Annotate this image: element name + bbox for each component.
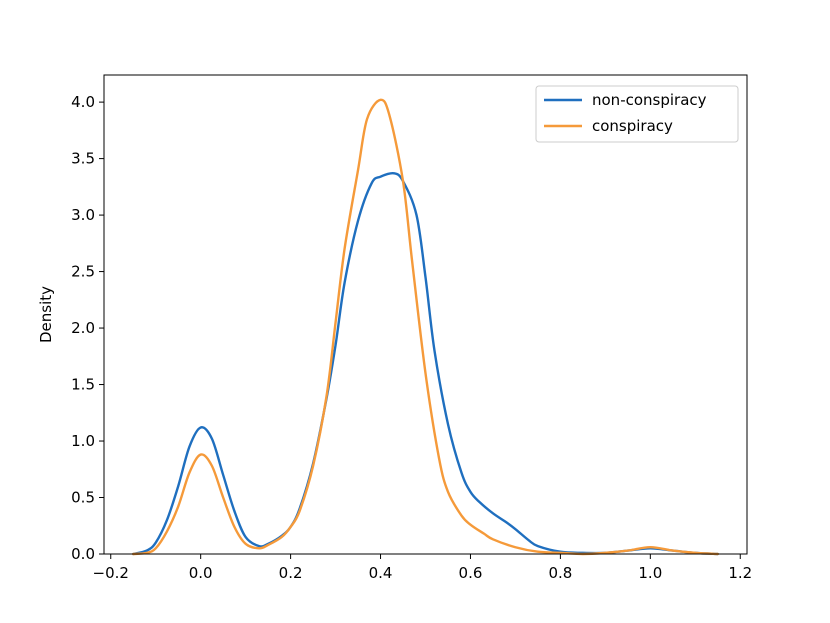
y-tick-label: 1.5	[71, 376, 95, 394]
legend-box	[535, 85, 739, 143]
x-tick-label: 1.0	[638, 564, 662, 582]
legend-label: non-conspiracy	[592, 91, 707, 109]
x-axis: −0.2 0.0 0.2 0.4 0.6 0.8 1.0 1.2	[93, 554, 752, 582]
y-tick-label: 1.0	[71, 432, 95, 450]
y-tick-label: 0.5	[71, 489, 95, 507]
series-line-non-conspiracy	[132, 171, 719, 556]
x-tick-label: 0.0	[189, 564, 213, 582]
x-tick-label: 1.2	[728, 564, 752, 582]
legend: non-conspiracy conspiracy	[535, 85, 739, 143]
x-tick-label: 0.2	[279, 564, 303, 582]
y-tick-label: 3.0	[71, 206, 95, 224]
y-tick-label: 2.5	[71, 263, 95, 281]
x-tick-label: 0.4	[369, 564, 393, 582]
legend-label: conspiracy	[592, 117, 673, 135]
y-tick-label: 0.0	[71, 545, 95, 563]
y-tick-label: 2.0	[71, 319, 95, 337]
plot-area	[132, 98, 719, 556]
y-axis: 0.0 0.5 1.0 1.5 2.0 2.5 3.0 3.5 4.0	[71, 93, 104, 563]
series-line-conspiracy	[132, 98, 719, 556]
y-tick-label: 4.0	[71, 93, 95, 111]
y-tick-label: 3.5	[71, 150, 95, 168]
x-tick-label: 0.6	[459, 564, 483, 582]
plot-frame	[103, 74, 748, 555]
y-axis-label: Density	[37, 286, 55, 343]
x-tick-label: 0.8	[548, 564, 572, 582]
x-tick-label: −0.2	[93, 564, 129, 582]
